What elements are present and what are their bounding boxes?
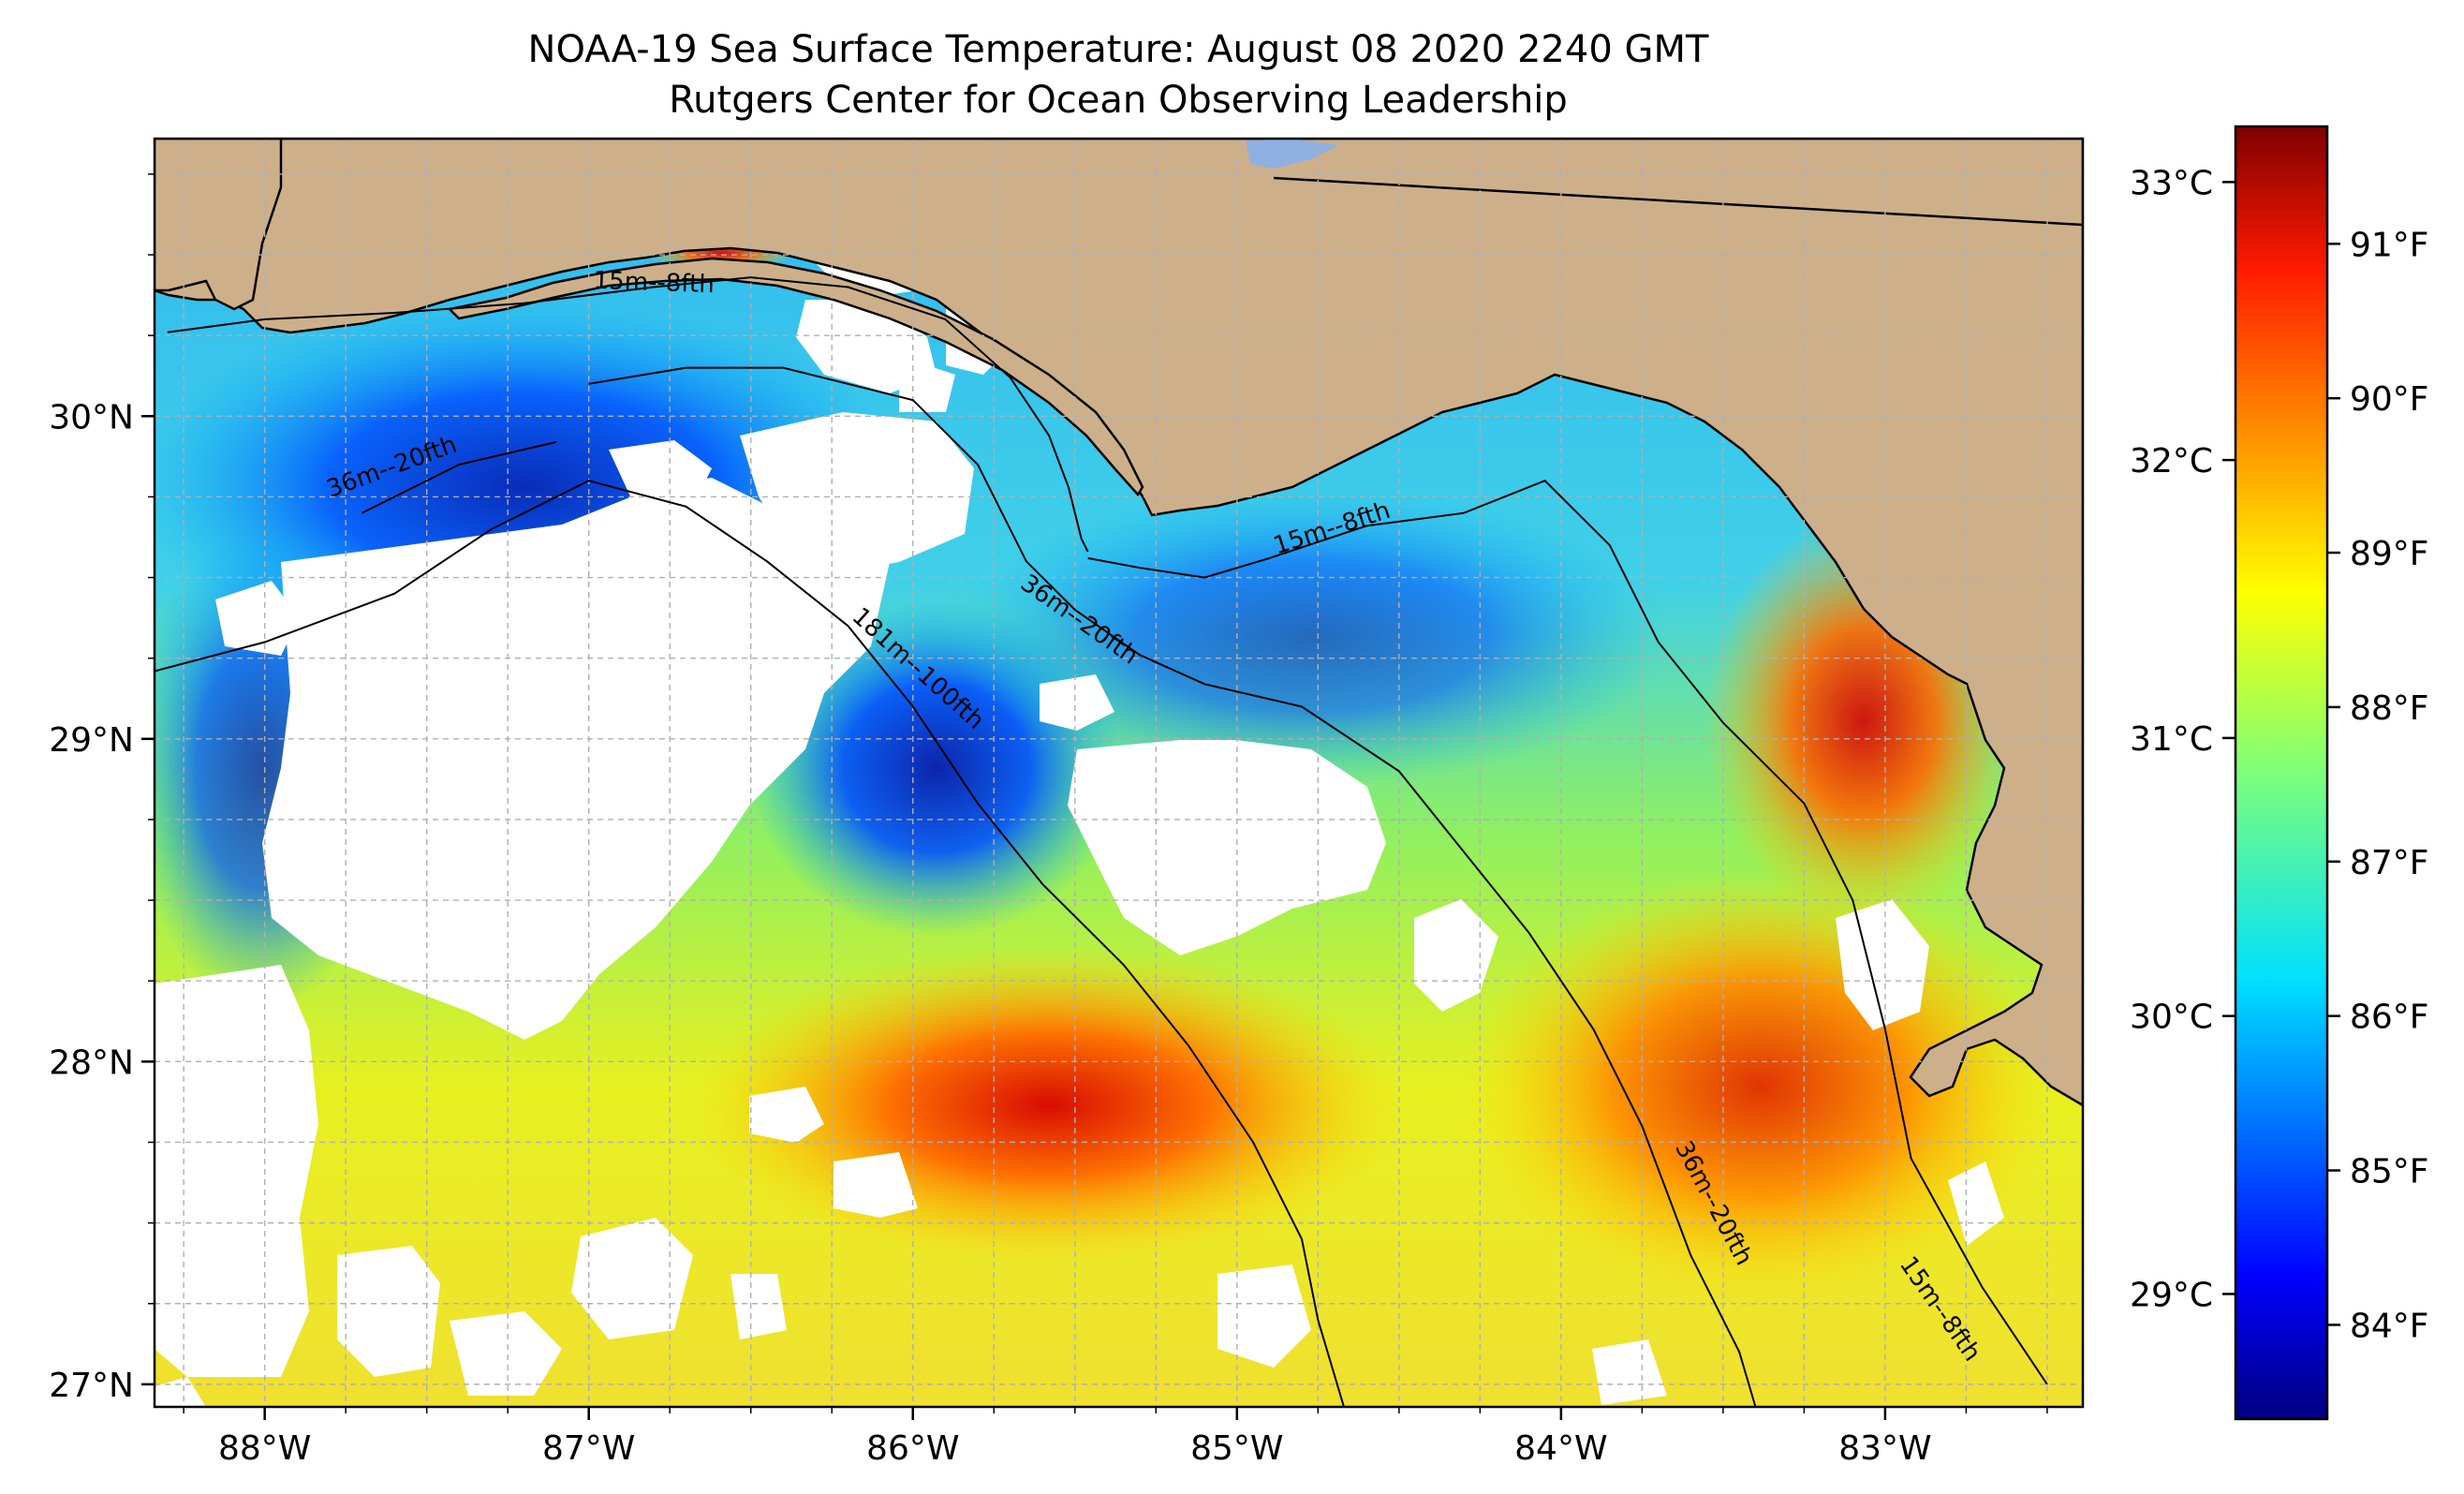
land-panhandle-coast — [155, 139, 2083, 1107]
colorbar-fahrenheit-label: 91°F — [2350, 226, 2429, 264]
land-area — [155, 139, 2083, 1107]
colorbar-celsius-label: 33°C — [2130, 164, 2213, 202]
colorbar-fahrenheit-label: 87°F — [2350, 844, 2429, 882]
colorbar-fahrenheit-label: 88°F — [2350, 689, 2429, 728]
isobath-line — [167, 276, 1089, 553]
colorbar-celsius-label: 31°C — [2130, 720, 2213, 759]
colorbar: 29°C 30°C 31°C 32°C 33°C 84°F 85°F 86°F 87°F 88°… — [2130, 125, 2429, 1421]
lat-tick-label: 30°N — [49, 398, 134, 436]
longitude-axis: 88°W 87°W 86°W 85°W 84°W 83°W — [183, 1407, 2048, 1468]
sst-cool-area-coast — [955, 487, 1667, 787]
lake-seminole — [1246, 139, 1339, 169]
isobath-line — [588, 366, 1757, 1407]
colorbar-fahrenheit-label: 90°F — [2350, 380, 2429, 419]
figure-title-line1: NOAA-19 Sea Surface Temperature: August … — [528, 28, 1709, 71]
colorbar-fahrenheit-label: 84°F — [2350, 1307, 2429, 1345]
colorbar-fahrenheit-label: 89°F — [2350, 535, 2429, 573]
lon-tick-label: 84°W — [1514, 1429, 1607, 1468]
lon-tick-label: 87°W — [542, 1429, 635, 1468]
graticule — [155, 139, 2083, 1407]
lat-tick-label: 29°N — [49, 721, 134, 760]
lon-tick-label: 88°W — [218, 1429, 311, 1468]
latitude-axis: 27°N 28°N 29°N 30°N — [49, 173, 155, 1405]
state-border — [1273, 176, 2083, 227]
lon-tick-label: 85°W — [1190, 1429, 1283, 1468]
isobath-line — [361, 440, 557, 514]
isobath-line — [1087, 480, 2048, 1385]
lat-tick-label: 27°N — [49, 1367, 134, 1405]
figure-title-line2: Rutgers Center for Ocean Observing Leade… — [669, 79, 1568, 122]
lat-tick-label: 28°N — [49, 1043, 134, 1082]
isobath-label: 15m--8fth — [593, 267, 715, 299]
land-barrier-island — [447, 257, 1144, 497]
isobath-line — [155, 480, 1345, 1407]
colorbar-celsius-ticks: 29°C 30°C 31°C 32°C 33°C — [2130, 164, 2235, 1314]
colorbar-gradient — [2234, 125, 2329, 1421]
land-mobile-bay-peninsula — [155, 139, 283, 311]
map-panel: 15m--8fth15m--8fth15m--8fth36m--20fth36m… — [155, 139, 2083, 1407]
colorbar-celsius-label: 30°C — [2130, 998, 2213, 1037]
colorbar-celsius-label: 32°C — [2130, 442, 2213, 481]
lon-tick-label: 86°W — [866, 1429, 959, 1468]
colorbar-fahrenheit-label: 85°F — [2350, 1153, 2429, 1191]
lon-tick-label: 83°W — [1838, 1429, 1931, 1468]
colorbar-celsius-label: 29°C — [2130, 1276, 2213, 1314]
colorbar-fahrenheit-ticks: 84°F 85°F 86°F 87°F 88°F 89°F 90°F 91°F — [2327, 226, 2429, 1345]
map-frame — [153, 137, 2085, 1409]
colorbar-fahrenheit-label: 86°F — [2350, 998, 2429, 1037]
